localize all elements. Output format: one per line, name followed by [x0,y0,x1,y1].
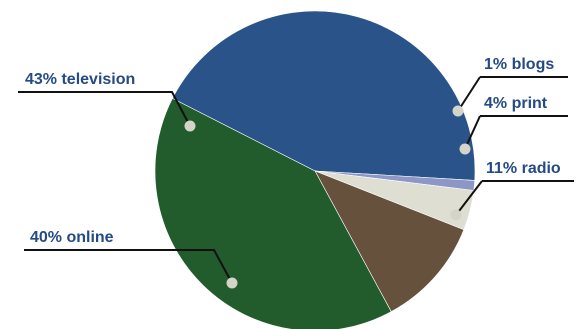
leader-dot-blogs [452,105,464,117]
label-print: 4% print [484,95,548,112]
leader-line-television [18,91,191,127]
label-blogs: 1% blogs [484,56,554,73]
leader-lines [18,76,574,289]
leader-dot-radio [450,209,462,221]
leader-line-blogs [457,76,481,112]
leader-line-radio [455,180,483,216]
leader-dot-television [184,120,196,132]
label-radio: 11% radio [486,160,561,177]
pie-slice-radio [314,170,465,313]
pie-slices [154,10,476,329]
label-television: 43% television [25,71,135,88]
leader-line-print [464,115,481,150]
leader-dot-print [459,143,471,155]
pie-slice-television [172,10,476,181]
label-online: 40% online [30,229,114,246]
leader-line-online [24,249,233,284]
slice-labels: 43% television 1% blogs 4% print 11% rad… [25,56,561,246]
leader-dot-online [226,277,238,289]
